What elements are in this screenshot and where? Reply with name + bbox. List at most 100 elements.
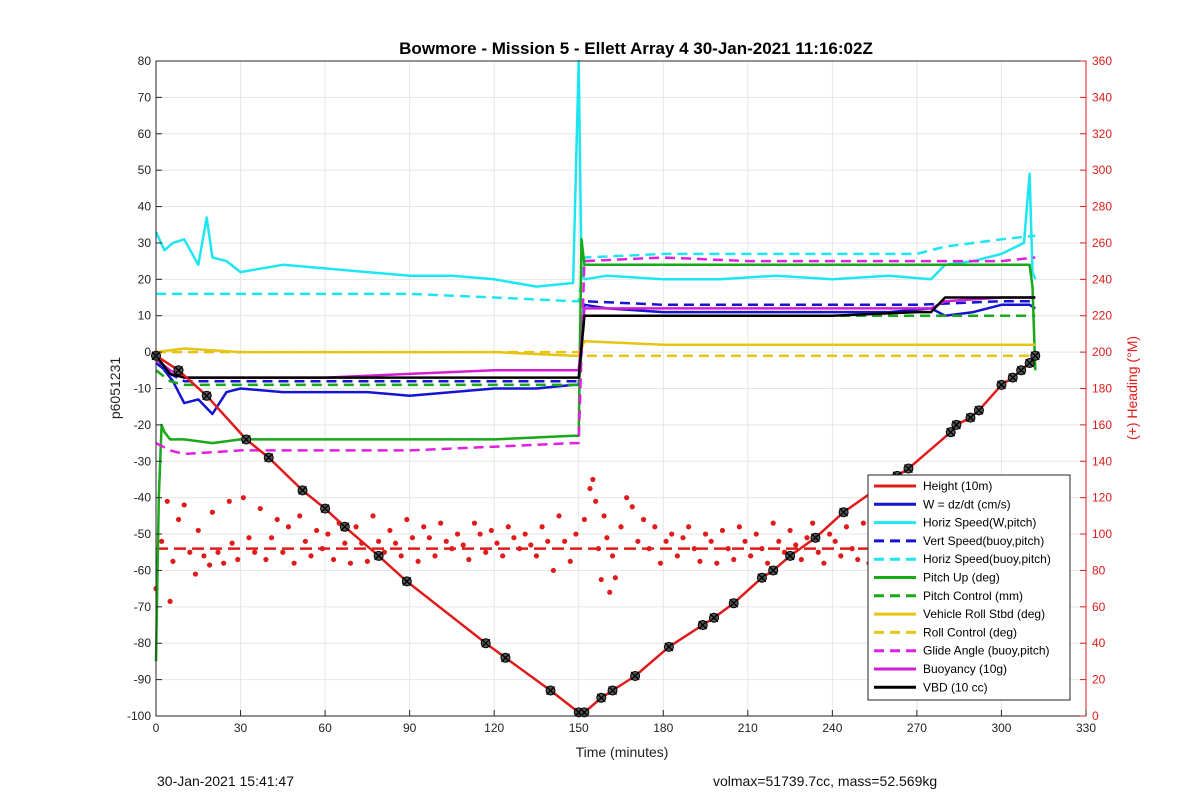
footer-stats: volmax=51739.7cc, mass=52.569kg bbox=[713, 773, 938, 789]
series-line bbox=[154, 238, 1037, 662]
series-line bbox=[154, 59, 1037, 288]
footer-timestamp: 30-Jan-2021 15:41:47 bbox=[157, 773, 294, 789]
y-tick-label: 20 bbox=[138, 272, 152, 286]
y2-tick-label: 260 bbox=[1092, 236, 1112, 250]
y2-tick-label: 340 bbox=[1092, 90, 1112, 104]
heading-point bbox=[646, 546, 652, 552]
heading-point bbox=[838, 553, 844, 559]
heading-point bbox=[624, 495, 630, 501]
heading-point bbox=[159, 538, 165, 544]
series-line bbox=[155, 296, 1036, 379]
heading-point bbox=[719, 527, 726, 534]
y-tick-label: -60 bbox=[134, 563, 152, 577]
y2-tick-label: 180 bbox=[1092, 382, 1112, 396]
heading-point bbox=[460, 542, 466, 548]
x-tick-label: 120 bbox=[484, 721, 504, 735]
heading-point bbox=[764, 560, 771, 566]
heading-point bbox=[347, 560, 354, 566]
heading-point bbox=[235, 556, 241, 563]
series-line bbox=[155, 256, 1036, 456]
y-tick-label: -80 bbox=[134, 636, 152, 650]
heading-point bbox=[364, 558, 370, 564]
heading-point bbox=[533, 553, 540, 559]
heading-point bbox=[263, 556, 269, 563]
height-marker-cross bbox=[546, 686, 556, 695]
heading-point bbox=[330, 556, 337, 563]
y-tick-label: -90 bbox=[134, 673, 152, 687]
heading-point bbox=[550, 567, 556, 574]
x-tick-label: 90 bbox=[403, 721, 417, 735]
y-tick-label: 40 bbox=[138, 200, 152, 214]
chart-title: Bowmore - Mission 5 - Ellett Array 4 30-… bbox=[399, 39, 873, 58]
height-marker-cross bbox=[264, 453, 274, 463]
height-marker-cross bbox=[500, 653, 510, 663]
series-line bbox=[155, 339, 1036, 357]
heading-point bbox=[776, 538, 782, 544]
heading-point bbox=[167, 598, 173, 604]
heading-point bbox=[731, 556, 737, 563]
heading-point bbox=[607, 589, 613, 595]
y-tick-label: 60 bbox=[138, 127, 152, 141]
y2-tick-label: 80 bbox=[1092, 563, 1106, 577]
heading-point bbox=[697, 558, 703, 564]
heading-point bbox=[226, 498, 232, 504]
legend-entry: Horiz Speed(W,pitch) bbox=[923, 516, 1036, 530]
heading-point bbox=[522, 531, 528, 537]
legend-entry: Glide Angle (buoy,pitch) bbox=[923, 644, 1050, 658]
height-marker-cross bbox=[174, 365, 184, 375]
height-marker-cross bbox=[630, 671, 640, 681]
heading-point bbox=[629, 504, 635, 510]
heading-point bbox=[545, 538, 551, 544]
heading-point bbox=[759, 546, 765, 552]
heading-point bbox=[826, 531, 833, 537]
heading-point bbox=[483, 549, 489, 555]
y2-tick-label: 120 bbox=[1092, 491, 1112, 505]
heading-point bbox=[221, 560, 227, 566]
heading-point bbox=[770, 520, 776, 526]
height-marker-cross bbox=[596, 693, 606, 703]
heading-point bbox=[392, 540, 399, 546]
heading-point bbox=[686, 524, 692, 530]
heading-point bbox=[612, 575, 618, 581]
y2-tick-label: 320 bbox=[1092, 127, 1112, 141]
x-tick-label: 270 bbox=[907, 721, 927, 735]
height-marker-cross bbox=[698, 620, 708, 630]
height-marker-cross bbox=[202, 391, 212, 401]
heading-point bbox=[798, 556, 804, 563]
heading-point bbox=[516, 546, 523, 552]
height-marker-cross bbox=[1016, 365, 1026, 375]
y-tick-label: -100 bbox=[127, 709, 151, 723]
series-line bbox=[156, 350, 1036, 357]
height-marker-cross bbox=[709, 613, 719, 623]
y-axis-label: p6051231 bbox=[107, 357, 123, 420]
heading-point bbox=[609, 553, 616, 559]
heading-point bbox=[587, 485, 593, 492]
heading-point bbox=[573, 531, 579, 537]
heading-point bbox=[753, 531, 759, 537]
legend-entry: Horiz Speed(buoy,pitch) bbox=[923, 552, 1051, 566]
heading-point bbox=[426, 535, 432, 541]
height-marker-cross bbox=[1008, 373, 1018, 383]
y2-tick-label: 240 bbox=[1092, 272, 1112, 286]
heading-point bbox=[209, 509, 215, 515]
heading-point bbox=[742, 538, 748, 544]
heading-point bbox=[691, 546, 697, 552]
heading-point bbox=[528, 542, 534, 548]
heading-point bbox=[815, 549, 821, 555]
heading-point bbox=[443, 538, 449, 544]
heading-point bbox=[736, 524, 742, 530]
y-tick-label: 70 bbox=[138, 90, 152, 104]
y-tick-label: 50 bbox=[138, 163, 152, 177]
legend-box bbox=[867, 474, 1071, 701]
heading-point bbox=[488, 527, 494, 534]
heading-point bbox=[849, 546, 855, 552]
heading-point bbox=[539, 524, 545, 530]
heading-point bbox=[438, 520, 444, 526]
heading-point bbox=[860, 520, 866, 526]
heading-point bbox=[604, 535, 610, 541]
heading-point bbox=[409, 535, 416, 541]
heading-point bbox=[494, 540, 500, 546]
height-marker-cross bbox=[951, 420, 961, 430]
heading-point bbox=[387, 527, 393, 534]
height-marker-cross bbox=[402, 576, 412, 586]
